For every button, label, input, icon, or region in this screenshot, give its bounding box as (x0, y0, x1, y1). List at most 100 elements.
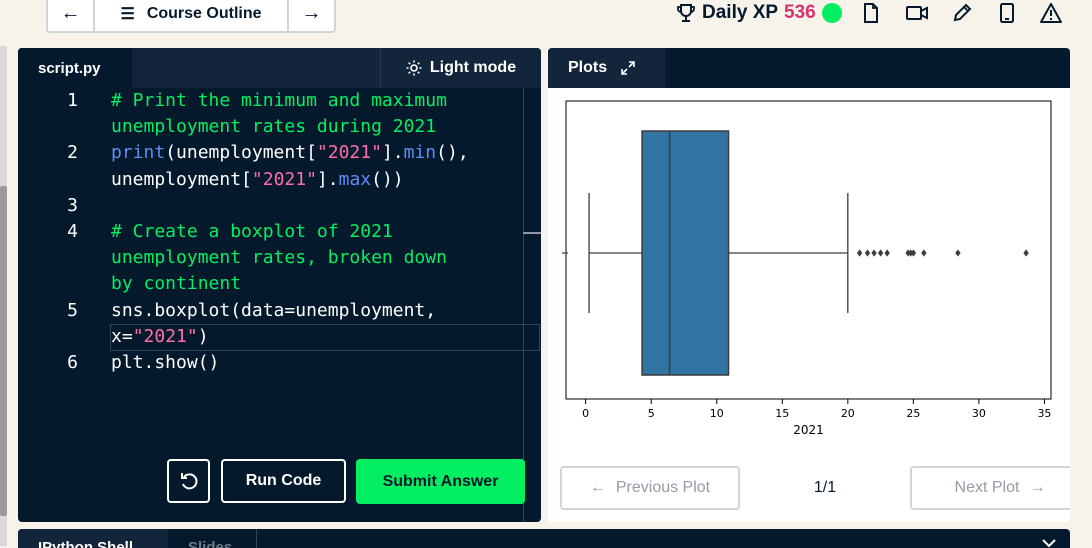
plots-panel: Plots 0 5 10 15 20 25 30 35 2021 ← Previous Plot… (548, 48, 1070, 522)
x-tick-label: 0 (582, 407, 589, 420)
trophy-icon (677, 4, 695, 22)
top-bar: ← ☰ Course Outline → Daily XP 536 (0, 0, 1092, 40)
reset-button[interactable] (167, 459, 210, 503)
plot-area-frame (565, 100, 1052, 400)
code-line[interactable]: 5 sns.boxplot(data=unemployment, (18, 298, 523, 324)
submit-answer-button[interactable]: Submit Answer (356, 459, 525, 504)
line-number (18, 245, 80, 271)
line-number: 6 (67, 351, 78, 373)
code-token: "2021" (316, 142, 382, 164)
back-button[interactable]: ← (48, 0, 93, 31)
tab-script-py[interactable]: script.py (18, 48, 132, 88)
outlier-point (910, 249, 917, 257)
scrollbar-thumb[interactable] (0, 186, 7, 516)
code-text: plt.show() (111, 350, 219, 376)
code-token: unemployment rates during 2021 (111, 116, 437, 138)
video-icon (906, 6, 928, 20)
line-number (18, 167, 80, 193)
box (641, 130, 730, 376)
code-token: unemployment[ (111, 168, 252, 190)
menu-icon: ☰ (120, 5, 135, 23)
arrow-right-icon: → (301, 2, 322, 24)
line-number (18, 114, 80, 140)
previous-plot-button[interactable]: ← Previous Plot (560, 466, 740, 510)
code-token: by continent (111, 273, 242, 295)
code-line[interactable]: 6 plt.show() (18, 350, 523, 376)
line-number: 2 (67, 142, 78, 164)
course-outline-label: Course Outline (146, 4, 262, 22)
outlier-point (877, 249, 884, 257)
code-token: # Print the minimum and maximum (111, 90, 447, 111)
arrow-left-icon: ← (60, 2, 81, 24)
code-token: sns.boxplot(data=unemployment, (111, 299, 437, 321)
outlier-point (1023, 249, 1029, 257)
code-line[interactable]: unemployment["2021"].max()) (18, 167, 523, 193)
plots-tab-label: Plots (568, 59, 608, 76)
arrow-right-icon: → (1029, 479, 1046, 496)
code-line[interactable]: x="2021") (18, 324, 523, 350)
editor-tabs: script.py Light mode (18, 48, 541, 88)
code-token: min (403, 142, 437, 164)
code-line[interactable]: unemployment rates during 2021 (18, 114, 523, 140)
code-line[interactable]: 4 # Create a boxplot of 2021 (18, 219, 523, 245)
sun-icon (406, 60, 422, 76)
x-tick-label: 10 (710, 407, 724, 420)
video-button[interactable] (906, 2, 928, 24)
code-editor-panel: script.py Light mode 1 # Print the minimu… (18, 48, 541, 522)
shell-divider (256, 529, 257, 548)
expand-icon[interactable] (621, 61, 635, 75)
tab-slides[interactable]: Slides (188, 539, 233, 548)
code-area[interactable]: 1 # Print the minimum and maximum unemploy… (18, 88, 523, 376)
x-tick-label: 20 (841, 407, 855, 420)
tab-plots[interactable]: Plots (548, 48, 665, 88)
code-text: by continent (111, 271, 241, 297)
course-nav: ← ☰ Course Outline → (46, 0, 336, 33)
light-mode-label: Light mode (429, 59, 517, 76)
x-tick-label: 25 (906, 407, 920, 420)
code-token: plt.show() (111, 351, 220, 373)
code-text: unemployment["2021"].max()) (111, 167, 404, 193)
course-outline-button[interactable]: ☰ Course Outline (93, 0, 289, 31)
outlier-point (955, 249, 961, 257)
code-line[interactable]: unemployment rates, broken down (18, 245, 523, 271)
plots-tabs: Plots (548, 48, 1070, 88)
x-tick-label: 35 (1037, 407, 1051, 420)
forward-button[interactable]: → (289, 0, 334, 31)
code-line[interactable]: by continent (18, 271, 523, 297)
code-line[interactable]: 2 print(unemployment["2021"].min(), (18, 140, 523, 166)
next-plot-button[interactable]: Next Plot → (910, 466, 1070, 510)
code-token: (unemployment[ (165, 142, 317, 164)
divider-mark (523, 232, 541, 234)
tab-label: script.py (38, 59, 101, 77)
left-scrollbar[interactable] (0, 46, 7, 546)
code-text: sns.boxplot(data=unemployment, (111, 298, 436, 324)
notes-button[interactable] (951, 2, 973, 24)
mobile-button[interactable] (996, 2, 1018, 24)
reset-icon (180, 473, 197, 490)
code-token: # Create a boxplot of 2021 (111, 220, 393, 242)
code-text: # Create a boxplot of 2021 (111, 219, 393, 245)
code-text: unemployment rates during 2021 (111, 114, 436, 140)
code-token: "2021" (132, 325, 198, 347)
code-text: # Print the minimum and maximum (111, 88, 447, 114)
slides-button[interactable] (860, 2, 882, 24)
light-mode-button[interactable]: Light mode (380, 48, 541, 88)
tab-ipython-shell[interactable]: IPython Shell (18, 529, 168, 548)
mobile-icon (1000, 3, 1014, 23)
chevron-down-icon[interactable] (1042, 539, 1056, 548)
line-number: 4 (67, 220, 78, 242)
report-issue-button[interactable] (1040, 2, 1062, 24)
plot-page-indicator: 1/1 (813, 479, 837, 496)
outlier-point (864, 249, 871, 257)
pencil-icon (953, 3, 972, 22)
code-token: unemployment rates, broken down (111, 247, 447, 269)
code-line[interactable]: 1 # Print the minimum and maximum (18, 88, 523, 114)
outlier-point (856, 249, 863, 257)
warning-icon (1040, 3, 1062, 23)
line-number (18, 271, 80, 297)
boxplot-chart: 0 5 10 15 20 25 30 35 2021 (562, 100, 1052, 437)
daily-xp: Daily XP 536 (676, 0, 842, 26)
code-line[interactable]: 3 (18, 193, 523, 219)
run-code-button[interactable]: Run Code (221, 459, 346, 503)
outlier-point (921, 249, 927, 257)
